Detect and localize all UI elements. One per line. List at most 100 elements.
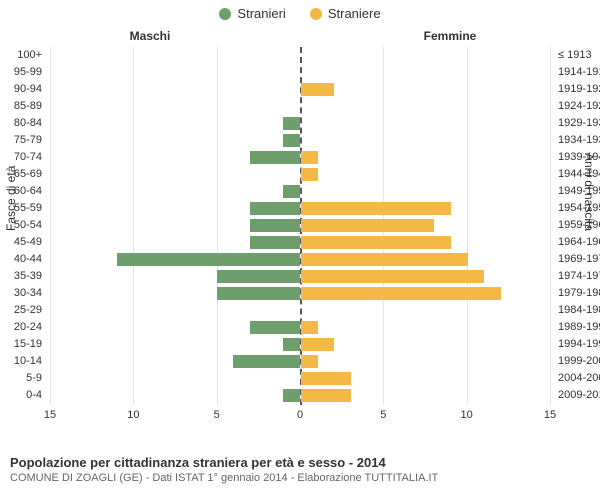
chart-area: Maschi Femmine Fasce di età Anni di nasc… [0,21,600,451]
bar-male [283,389,300,402]
age-label: 45-49 [0,234,42,251]
age-label: 85-89 [0,98,42,115]
age-label: 90-94 [0,81,42,98]
birth-year-label: 1959-1963 [558,217,600,234]
pyramid-row: 70-741939-1943 [50,149,550,166]
pyramid-row: 50-541959-1963 [50,217,550,234]
bar-female [301,389,351,402]
bar-female [301,338,334,351]
bar-male [283,134,300,147]
pyramid-row: 35-391974-1978 [50,268,550,285]
chart-subtitle: COMUNE DI ZOAGLI (GE) - Dati ISTAT 1° ge… [10,472,590,484]
x-tick: 5 [214,409,220,421]
bar-male [250,219,300,232]
birth-year-label: 1949-1953 [558,183,600,200]
pyramid-row: 5-92004-2008 [50,370,550,387]
legend-item-female: Straniere [310,6,381,21]
birth-year-label: 2009-2013 [558,387,600,404]
pyramid-row: 55-591954-1958 [50,200,550,217]
legend: Stranieri Straniere [0,0,600,21]
header-male: Maschi [130,29,171,43]
grid-line [550,47,551,405]
x-tick: 15 [544,409,556,421]
legend-dot-female-icon [310,8,322,20]
age-label: 70-74 [0,149,42,166]
pyramid-row: 20-241989-1993 [50,319,550,336]
bar-female [301,83,334,96]
x-tick: 5 [380,409,386,421]
pyramid-row: 85-891924-1928 [50,98,550,115]
pyramid-row: 40-441969-1973 [50,251,550,268]
pyramid-row: 95-991914-1918 [50,64,550,81]
birth-year-label: 1954-1958 [558,200,600,217]
x-axis: 15105051015 [50,405,550,427]
pyramid-row: 90-941919-1923 [50,81,550,98]
bar-male [250,321,300,334]
pyramid-row: 45-491964-1968 [50,234,550,251]
bar-female [301,355,318,368]
birth-year-label: 1999-2003 [558,353,600,370]
header-female: Femmine [424,29,477,43]
age-label: 10-14 [0,353,42,370]
bar-female [301,372,351,385]
pyramid-row: 0-42009-2013 [50,387,550,404]
pyramid-row: 65-691944-1948 [50,166,550,183]
pyramid-row: 15-191994-1998 [50,336,550,353]
bar-female [301,151,318,164]
bar-male [250,151,300,164]
age-label: 0-4 [0,387,42,404]
pyramid-row: 75-791934-1938 [50,132,550,149]
bar-male [283,338,300,351]
legend-label-female: Straniere [328,6,381,21]
birth-year-label: 2004-2008 [558,370,600,387]
birth-year-label: 1924-1928 [558,98,600,115]
age-label: 30-34 [0,285,42,302]
bar-male [217,287,300,300]
bar-male [283,117,300,130]
age-label: 5-9 [0,370,42,387]
birth-year-label: 1994-1998 [558,336,600,353]
age-label: 100+ [0,47,42,64]
bar-female [301,236,451,249]
age-label: 25-29 [0,302,42,319]
birth-year-label: 1969-1973 [558,251,600,268]
bar-female [301,270,484,283]
x-tick: 0 [297,409,303,421]
bar-male [233,355,300,368]
birth-year-label: 1979-1983 [558,285,600,302]
bar-female [301,202,451,215]
bar-female [301,321,318,334]
age-label: 60-64 [0,183,42,200]
pyramid-row: 30-341979-1983 [50,285,550,302]
age-label: 80-84 [0,115,42,132]
age-label: 20-24 [0,319,42,336]
pyramid-row: 100+≤ 1913 [50,47,550,64]
x-tick: 10 [461,409,473,421]
bar-male [217,270,300,283]
birth-year-label: 1989-1993 [558,319,600,336]
bar-male [250,236,300,249]
birth-year-label: 1944-1948 [558,166,600,183]
age-label: 35-39 [0,268,42,285]
age-label: 40-44 [0,251,42,268]
pyramid-row: 60-641949-1953 [50,183,550,200]
age-label: 75-79 [0,132,42,149]
plot: 100+≤ 191395-991914-191890-941919-192385… [50,47,550,427]
birth-year-label: 1929-1933 [558,115,600,132]
age-label: 50-54 [0,217,42,234]
chart-title: Popolazione per cittadinanza straniera p… [10,455,590,470]
legend-item-male: Stranieri [219,6,285,21]
age-label: 55-59 [0,200,42,217]
bar-male [283,185,300,198]
birth-year-label: 1914-1918 [558,64,600,81]
age-label: 15-19 [0,336,42,353]
chart-footer: Popolazione per cittadinanza straniera p… [0,451,600,484]
pyramid-row: 25-291984-1988 [50,302,550,319]
birth-year-label: 1934-1938 [558,132,600,149]
age-label: 95-99 [0,64,42,81]
x-tick: 10 [127,409,139,421]
birth-year-label: 1964-1968 [558,234,600,251]
legend-dot-male-icon [219,8,231,20]
birth-year-label: 1939-1943 [558,149,600,166]
pyramid-row: 80-841929-1933 [50,115,550,132]
